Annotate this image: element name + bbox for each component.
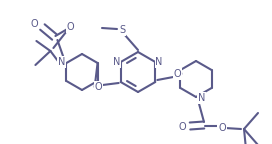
Text: N: N (155, 57, 163, 67)
Text: N: N (58, 57, 65, 67)
Text: N: N (198, 93, 205, 103)
Text: O: O (218, 123, 226, 133)
Text: O: O (174, 69, 181, 79)
Text: O: O (95, 82, 103, 92)
Text: N: N (113, 57, 121, 67)
Text: O: O (67, 22, 74, 32)
Text: O: O (31, 19, 38, 29)
Text: O: O (178, 122, 186, 132)
Text: S: S (119, 25, 125, 35)
